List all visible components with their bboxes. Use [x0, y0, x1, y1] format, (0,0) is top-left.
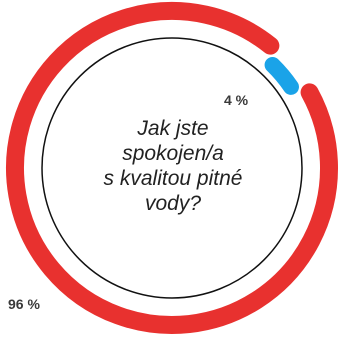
- slice-label-96: 96 %: [8, 296, 40, 312]
- center-question: Jak jste spokojen/a s kvalitou pitné vod…: [100, 116, 246, 216]
- center-question-line-2: spokojen/a: [122, 142, 224, 165]
- inner-ring: [41, 37, 303, 299]
- center-question-line-4: vody?: [144, 192, 202, 215]
- slice-4: [264, 56, 299, 95]
- center-question-line-1: Jak jste: [137, 117, 209, 140]
- slices-group: [6, 2, 338, 334]
- slice-96: [6, 2, 338, 334]
- slice-label-4: 4 %: [224, 92, 249, 108]
- center-question-line-3: s kvalitou pitné: [103, 167, 243, 190]
